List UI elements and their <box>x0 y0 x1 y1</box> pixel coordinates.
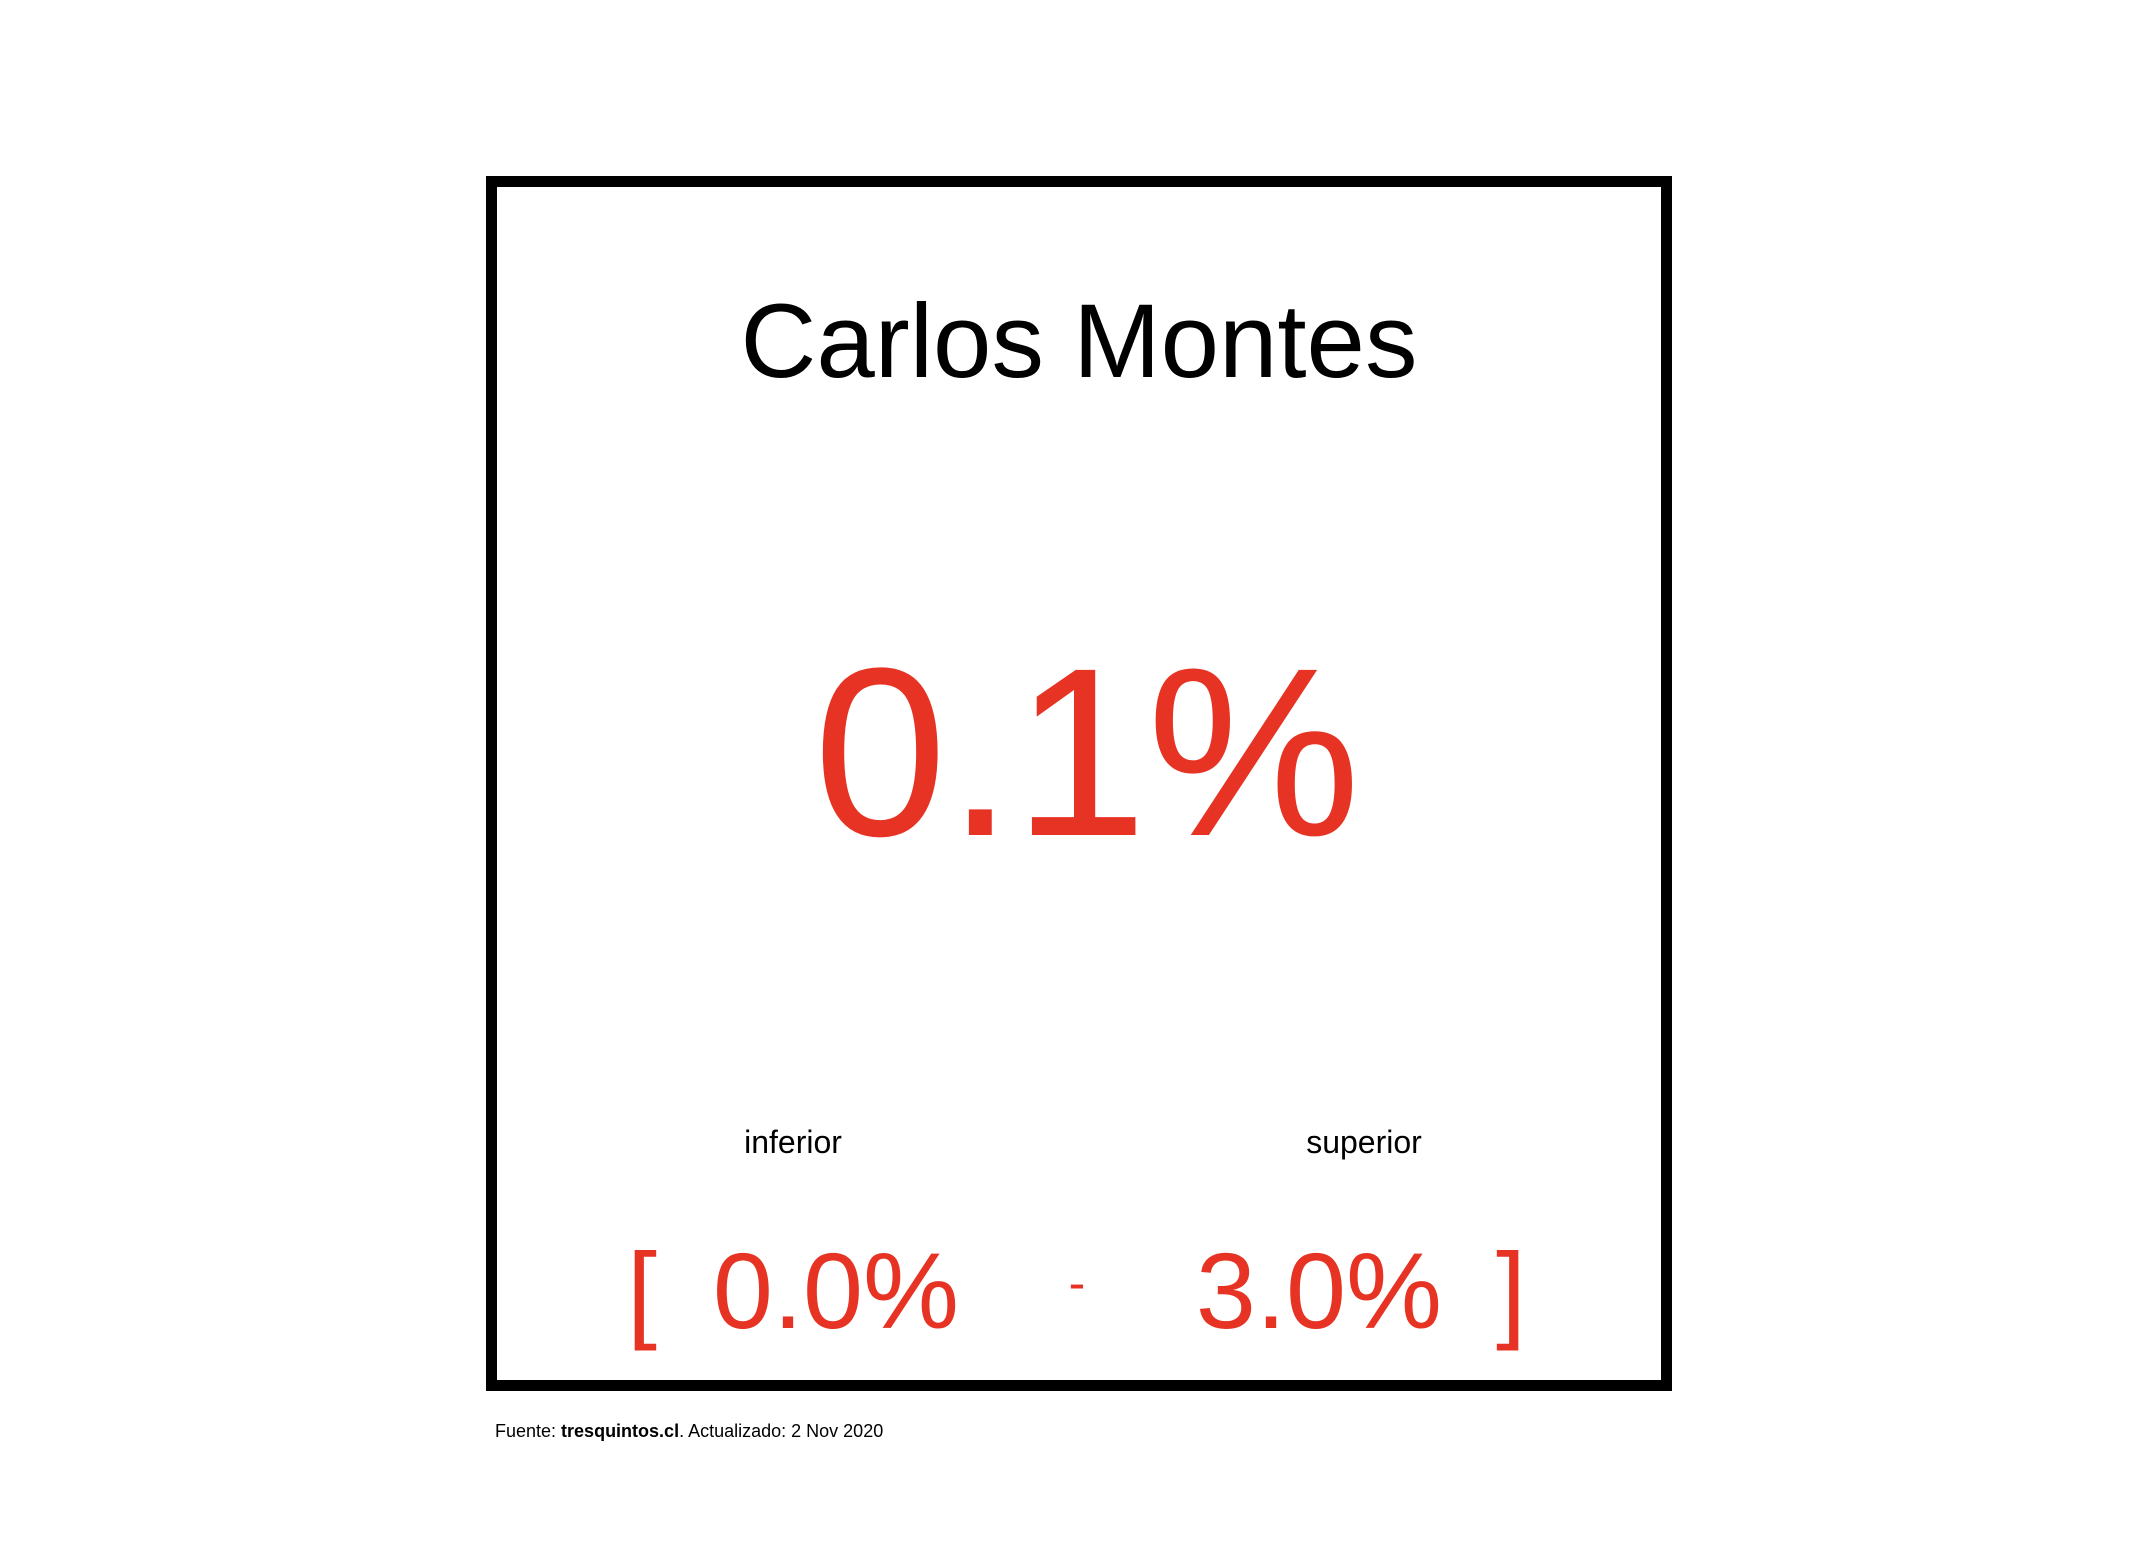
footer-prefix: Fuente: <box>495 1421 562 1441</box>
lower-bound-label: inferior <box>744 1124 842 1160</box>
open-bracket: [ <box>626 1230 657 1351</box>
upper-bound-value: 3.0% <box>1195 1230 1443 1351</box>
footer-updated: . Actualizado: 2 Nov 2020 <box>679 1421 884 1441</box>
estimate-value: 0.1% <box>813 618 1361 886</box>
candidate-name: Carlos Montes <box>740 283 1418 400</box>
source-footer: Fuente: tresquintos.cl. Actualizado: 2 N… <box>495 1422 883 1440</box>
footer-source: tresquintos.cl <box>561 1421 680 1441</box>
upper-bound-label: superior <box>1306 1124 1422 1160</box>
card-frame <box>486 176 1672 1391</box>
lower-bound-value: 0.0% <box>712 1230 960 1351</box>
range-separator: - <box>1068 1255 1086 1311</box>
close-bracket: ] <box>1495 1230 1526 1351</box>
